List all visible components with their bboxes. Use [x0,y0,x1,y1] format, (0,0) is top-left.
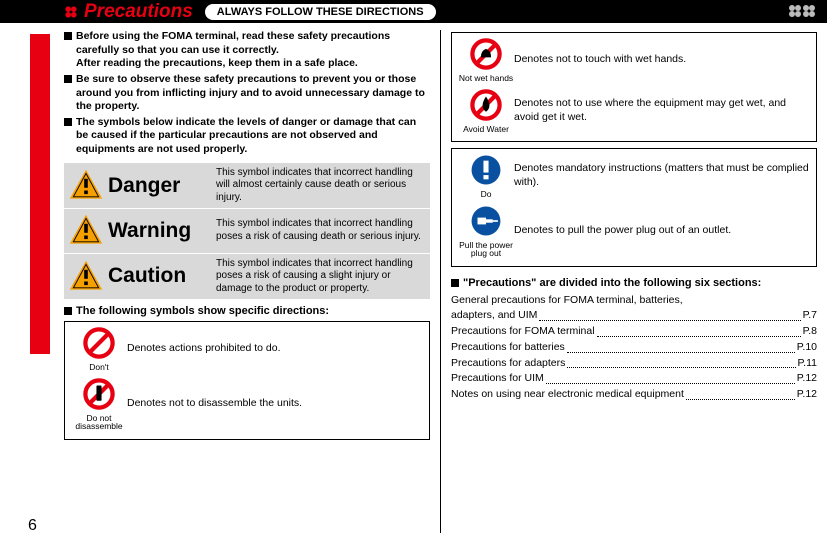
danger-desc: This symbol indicates that incorrect han… [216,163,430,209]
directions-box-left: Don't Denotes actions prohibited to do. … [64,321,430,440]
toc-row: General precautions for FOMA terminal, b… [451,293,817,309]
symbol-row-caution: Caution This symbol indicates that incor… [64,253,430,300]
avoid-water-icon [469,88,503,125]
symbol-row-danger: Danger This symbol indicates that incorr… [64,163,430,209]
caution-desc: This symbol indicates that incorrect han… [216,254,430,300]
do-label: Do [481,190,492,199]
avoidwater-label: Avoid Water [463,125,509,134]
pull-desc: Denotes to pull the power plug out of an… [514,224,731,238]
warning-icon [64,209,108,252]
toc-row: adapters, and UIMP.7 [451,308,817,324]
notwet-desc: Denotes not to touch with wet hands. [514,53,686,67]
warning-desc: This symbol indicates that incorrect han… [216,214,430,247]
prohibit-icon [82,326,116,363]
subheading-sections: "Precautions" are divided into the follo… [451,277,817,289]
bullet-1b: After reading the precautions, keep them… [76,57,358,69]
header-title: Precautions [84,1,193,23]
warning-label: Warning [108,219,216,243]
toc: General precautions for FOMA terminal, b… [451,293,817,403]
bullet-1a: Before using the FOMA terminal, read the… [76,30,390,56]
danger-icon [64,164,108,207]
caution-icon [64,255,108,298]
toc-row: Notes on using near electronic medical e… [451,387,817,403]
avoidwater-desc: Denotes not to use where the equipment m… [514,97,810,124]
nodis-desc: Denotes not to disassemble the units. [127,397,302,411]
direction-dont: Don't Denotes actions prohibited to do. [71,326,423,371]
direction-nodis: Do not disassemble Denotes not to disass… [71,377,423,431]
notwet-label: Not wet hands [459,74,513,83]
toc-row: Precautions for adapters P.11 [451,356,817,372]
caution-label: Caution [108,264,216,288]
clover-icon [64,5,78,19]
symbol-table: Danger This symbol indicates that incorr… [64,163,430,299]
bullet-2: Be sure to observe these safety precauti… [76,73,430,114]
do-icon [469,153,503,190]
toc-row: Precautions for batteries P.10 [451,340,817,356]
page-number: 6 [28,517,37,535]
intro-bullets: Before using the FOMA terminal, read the… [64,30,430,159]
dont-label: Don't [89,363,109,372]
direction-notwet: Not wet hands Denotes not to touch with … [458,37,810,82]
direction-do: Do Denotes mandatory instructions (matte… [458,153,810,198]
directions-box-right-bottom: Do Denotes mandatory instructions (matte… [451,148,817,267]
directions-box-right-top: Not wet hands Denotes not to touch with … [451,32,817,142]
toc-row: Precautions for UIMP.12 [451,371,817,387]
content-area: Before using the FOMA terminal, read the… [64,30,817,533]
danger-label: Danger [108,174,216,198]
direction-pull: Pull the power plug out Denotes to pull … [458,204,810,258]
side-tab-label: Introduction [30,68,46,150]
pull-plug-icon [469,204,503,241]
page-header: Precautions ALWAYS FOLLOW THESE DIRECTIO… [0,0,827,23]
pull-label: Pull the power plug out [458,241,514,258]
column-divider [440,30,441,533]
dont-desc: Denotes actions prohibited to do. [127,342,281,356]
direction-avoidwater: Avoid Water Denotes not to use where the… [458,88,810,133]
toc-row: Precautions for FOMA terminal P.8 [451,324,817,340]
header-pill: ALWAYS FOLLOW THESE DIRECTIONS [205,4,436,20]
subheading-directions: The following symbols show specific dire… [64,305,430,317]
nodis-label: Do not disassemble [71,414,127,431]
clover-grey-icon [787,3,817,22]
symbol-row-warning: Warning This symbol indicates that incor… [64,208,430,252]
do-desc: Denotes mandatory instructions (matters … [514,162,810,189]
no-disassemble-icon [82,377,116,414]
bullet-3: The symbols below indicate the levels of… [76,116,430,157]
not-wet-hands-icon [469,37,503,74]
